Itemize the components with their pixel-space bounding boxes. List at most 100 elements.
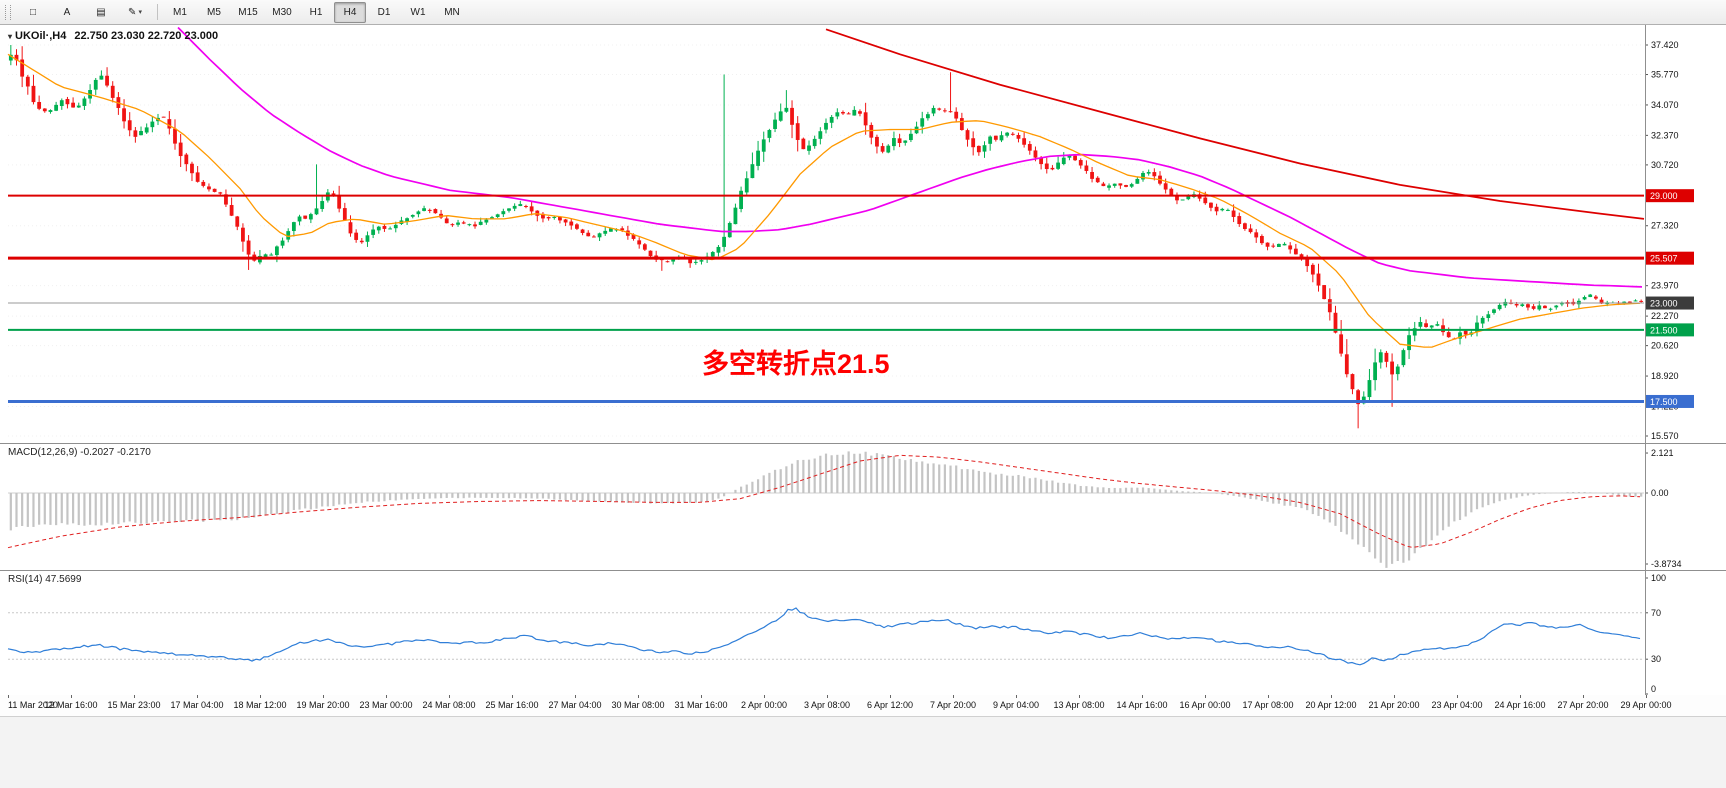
price-tick-label: 34.070 — [1651, 100, 1679, 110]
time-tick — [1142, 695, 1143, 698]
time-axis-label: 13 Apr 08:00 — [1053, 700, 1105, 710]
price-level-badge-label: 17.500 — [1650, 397, 1678, 407]
draw-tool-button[interactable]: ✎ ▾ — [119, 2, 151, 23]
time-tick — [323, 695, 324, 698]
time-axis-label: 15 Mar 23:00 — [107, 700, 161, 710]
time-tick — [386, 695, 387, 698]
timeframe-d1-button[interactable]: D1 — [377, 6, 391, 18]
time-tick — [71, 695, 72, 698]
text-tool-icon: A — [63, 6, 71, 18]
macd-histogram — [9, 451, 1643, 568]
chart-marker-icon: ▾ — [8, 32, 13, 41]
frame-tool-button[interactable]: □ — [17, 2, 49, 23]
macd-name: MACD(12,26,9) — [8, 447, 78, 458]
timeframe-buttons-group: M1 M5 M15 M30 H1 H4 D1 W1 MN — [163, 1, 469, 23]
time-tick — [197, 695, 198, 698]
time-tick — [575, 695, 576, 698]
price-level-badge-label: 25.507 — [1650, 254, 1678, 264]
toolbar-grip[interactable] — [5, 4, 11, 20]
rsi-panel-canvas[interactable]: 100 70 30 0 — [0, 570, 1726, 695]
timeframe-mn-button[interactable]: MN — [444, 6, 460, 18]
price-level-badge-label: 21.500 — [1650, 325, 1678, 335]
time-tick — [1520, 695, 1521, 698]
price-axis-separator — [1645, 25, 1646, 716]
rsi-axis-label: 30 — [1651, 654, 1661, 664]
time-axis-label: 20 Apr 12:00 — [1305, 700, 1357, 710]
time-axis-label: 31 Mar 16:00 — [674, 700, 728, 710]
chart-title: ▾ UKOil·,H4 22.750 23.030 22.720 23.000 — [8, 30, 218, 42]
price-tick-label: 37.420 — [1651, 40, 1679, 50]
panel-separator[interactable] — [0, 570, 1726, 571]
time-axis-label: 16 Apr 00:00 — [1179, 700, 1231, 710]
rsi-indicator-label: RSI(14) 47.5699 — [8, 574, 81, 585]
price-axis: 37.420 35.770 34.070 32.370 30.720 27.320 23.9… — [1645, 40, 1694, 441]
time-tick — [764, 695, 765, 698]
price-level-badge — [1646, 189, 1694, 203]
timeframe-m30-button[interactable]: M30 — [272, 6, 292, 18]
chart-toolbar: □ A ▤ ✎ ▾ M1 M5 M15 M30 H1 H4 D1 W1 MN — [0, 0, 1726, 25]
price-tick-label: 32.370 — [1651, 130, 1679, 140]
template-tool-button[interactable]: ▤ — [85, 2, 117, 23]
time-tick — [1583, 695, 1584, 698]
timeframe-m1-button[interactable]: M1 — [173, 6, 187, 18]
time-tick — [1457, 695, 1458, 698]
macd-panel-canvas[interactable]: 2.121 0.00 -3.8734 — [0, 443, 1726, 570]
template-tool-icon: ▤ — [96, 6, 106, 18]
time-axis-label: 21 Apr 20:00 — [1368, 700, 1420, 710]
macd-axis-label: 2.121 — [1651, 448, 1674, 458]
descending-trendline — [825, 28, 1645, 220]
time-tick — [953, 695, 954, 698]
draw-tool-icon: ✎ — [128, 6, 137, 18]
time-tick — [890, 695, 891, 698]
timeframe-m5-button[interactable]: M5 — [207, 6, 221, 18]
bottom-empty-area — [0, 716, 1726, 788]
timeframe-m15-button[interactable]: M15 — [238, 6, 258, 18]
price-gridlines — [8, 44, 1644, 437]
chart-annotation-text[interactable]: 多空转折点21.5 — [702, 349, 890, 379]
price-tick-label: 30.720 — [1651, 160, 1679, 170]
time-tick — [1016, 695, 1017, 698]
price-tick-label: 20.620 — [1651, 341, 1679, 351]
horizontal-levels — [8, 194, 1644, 403]
time-axis-label: 19 Mar 20:00 — [296, 700, 350, 710]
time-axis-label: 12 Mar 16:00 — [44, 700, 98, 710]
time-axis-label: 7 Apr 20:00 — [929, 700, 977, 710]
time-tick — [134, 695, 135, 698]
ohlc-values: 22.750 23.030 22.720 23.000 — [74, 30, 219, 42]
macd-indicator-label: MACD(12,26,9) -0.2027 -0.2170 — [8, 447, 151, 458]
price-chart-canvas[interactable]: 37.420 35.770 34.070 32.370 30.720 27.320 23.9… — [0, 25, 1726, 443]
timeframe-w1-button[interactable]: W1 — [410, 6, 426, 18]
time-axis-label: 6 Apr 12:00 — [866, 700, 914, 710]
rsi-axis-label: 0 — [1651, 684, 1656, 694]
price-tick-label: 27.320 — [1651, 221, 1679, 231]
time-tick — [260, 695, 261, 698]
time-axis[interactable]: 11 Mar 2020 12 Mar 16:00 15 Mar 23:00 17 Ma… — [0, 695, 1726, 716]
price-tick-label: 18.920 — [1651, 371, 1679, 381]
time-tick — [8, 695, 9, 698]
time-tick — [1646, 695, 1647, 698]
timeframe-h1-button[interactable]: H1 — [309, 6, 323, 18]
time-axis-label: 24 Apr 16:00 — [1494, 700, 1546, 710]
panel-separator[interactable] — [0, 443, 1726, 444]
rsi-value: 47.5699 — [45, 574, 82, 585]
dropdown-caret-icon: ▾ — [138, 9, 142, 16]
price-tick-label: 15.570 — [1651, 431, 1679, 441]
time-tick — [1205, 695, 1206, 698]
price-tick-label: 23.970 — [1651, 281, 1679, 291]
time-tick — [512, 695, 513, 698]
time-axis-label: 27 Apr 20:00 — [1557, 700, 1609, 710]
time-axis-label: 23 Mar 00:00 — [359, 700, 413, 710]
time-axis-label: 3 Apr 08:00 — [803, 700, 851, 710]
price-level-badge — [1646, 394, 1694, 408]
time-tick — [1331, 695, 1332, 698]
text-tool-button[interactable]: A — [51, 2, 83, 23]
timeframe-h4-button[interactable]: H4 — [334, 1, 366, 23]
price-level-badge — [1646, 251, 1694, 265]
time-axis-label: 17 Apr 08:00 — [1242, 700, 1294, 710]
macd-values: -0.2027 -0.2170 — [80, 447, 151, 458]
time-axis-label: 25 Mar 16:00 — [485, 700, 539, 710]
price-level-badge-label: 23.000 — [1650, 299, 1678, 309]
time-axis-label: 11 Mar 2020 — [8, 700, 58, 710]
time-tick — [638, 695, 639, 698]
